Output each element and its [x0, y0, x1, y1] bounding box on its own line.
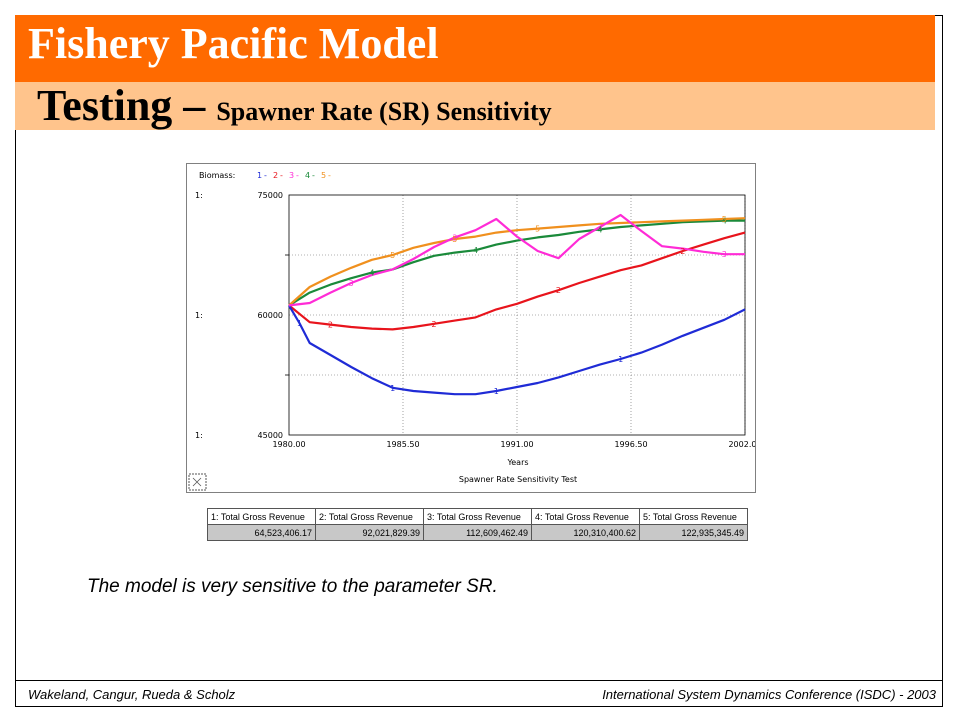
- table-cell: 112,609,462.49: [423, 524, 532, 541]
- series-marker: 1: [618, 355, 623, 364]
- legend-separator: -: [312, 171, 315, 180]
- series-marker: 1: [297, 319, 302, 328]
- table-header-cell: 4: Total Gross Revenue: [531, 508, 640, 525]
- table-cell: 122,935,345.49: [639, 524, 748, 541]
- series-marker: 2: [556, 286, 561, 295]
- legend-separator: -: [280, 171, 283, 180]
- x-tick-label: 1991.00: [500, 440, 533, 449]
- y-tick-label: 45000: [258, 431, 283, 440]
- title-bar: [15, 15, 935, 82]
- x-tick-label: 1985.50: [386, 440, 419, 449]
- chart-legend: Biomass: 1-2-3-4-5-: [199, 171, 331, 180]
- y-tick-label: 75000: [258, 191, 283, 200]
- x-tick-label: 1996.50: [614, 440, 647, 449]
- series-marker: 5: [722, 215, 727, 224]
- legend-label: Biomass:: [199, 171, 235, 180]
- legend-item: 1: [257, 171, 262, 180]
- series-marker: 5: [390, 251, 395, 260]
- zoom-icon[interactable]: [188, 473, 207, 491]
- legend-item: 5: [321, 171, 326, 180]
- series-marker: 4: [597, 225, 602, 234]
- y-axis-prefix: 1:: [195, 191, 203, 200]
- slide-subtitle: Testing – Spawner Rate (SR) Sensitivity: [37, 80, 552, 131]
- series-marker: 3: [597, 223, 602, 232]
- table-header-cell: 2: Total Gross Revenue: [315, 508, 424, 525]
- series-line: [288, 213, 745, 307]
- series-marker: 2: [680, 247, 685, 256]
- series-marker: 4: [722, 217, 727, 226]
- revenue-table: 1: Total Gross Revenue 2: Total Gross Re…: [207, 508, 748, 541]
- table-cell: 64,523,406.17: [207, 524, 316, 541]
- legend-item: 4: [305, 171, 310, 180]
- series-marker: 3: [349, 279, 354, 288]
- series-line: [288, 219, 745, 307]
- legend-separator: -: [264, 171, 267, 180]
- legend-separator: -: [296, 171, 299, 180]
- table-row: 64,523,406.17 92,021,829.39 112,609,462.…: [207, 524, 748, 541]
- series-marker: 2: [432, 320, 437, 329]
- table-header-cell: 5: Total Gross Revenue: [639, 508, 748, 525]
- x-axis-label: Years: [506, 458, 528, 467]
- series-marker: 1: [494, 387, 499, 396]
- plot-frame: [288, 194, 746, 436]
- x-tick-label: 1980.00: [272, 440, 305, 449]
- legend-item: 2: [273, 171, 278, 180]
- footer-authors: Wakeland, Cangur, Rueda & Scholz: [28, 687, 236, 702]
- legend-separator: -: [328, 171, 331, 180]
- slide-caption: The model is very sensitive to the param…: [87, 576, 498, 597]
- series-line: [288, 304, 746, 396]
- series-line: [288, 217, 746, 307]
- y-axis-prefix: 1:: [195, 311, 203, 320]
- table-header-cell: 1: Total Gross Revenue: [207, 508, 316, 525]
- subtitle-bar: [15, 82, 935, 130]
- y-axis-prefix: 1:: [195, 431, 203, 440]
- table-cell: 120,310,400.62: [531, 524, 640, 541]
- chart-title: Spawner Rate Sensitivity Test: [459, 475, 577, 484]
- series-marker: 3: [452, 233, 457, 242]
- y-tick-label: 60000: [258, 311, 283, 320]
- series-marker: 1: [390, 384, 395, 393]
- table-header-row: 1: Total Gross Revenue 2: Total Gross Re…: [207, 508, 748, 525]
- x-tick-label: 2002.00: [728, 440, 755, 449]
- chart-panel: Biomass: 1-2-3-4-5- 1: 75000 1: 60000 1: 4500…: [186, 163, 756, 493]
- subtitle-detail: Spawner Rate (SR) Sensitivity: [216, 97, 552, 126]
- series-marker: 4: [369, 269, 374, 278]
- slide-title: Fishery Pacific Model: [28, 19, 439, 68]
- legend-item: 3: [289, 171, 294, 180]
- footer-conference: International System Dynamics Conference…: [602, 687, 936, 702]
- series-marker: 4: [473, 246, 478, 255]
- series-marker: 2: [328, 321, 333, 330]
- series-marker: 3: [722, 250, 727, 259]
- subtitle-main: Testing –: [37, 81, 217, 130]
- series-line: [288, 231, 746, 331]
- table-cell: 92,021,829.39: [315, 524, 424, 541]
- series-marker: 5: [452, 235, 457, 244]
- series-marker: 5: [535, 225, 540, 234]
- table-header-cell: 3: Total Gross Revenue: [423, 508, 532, 525]
- footer-divider: [15, 680, 943, 681]
